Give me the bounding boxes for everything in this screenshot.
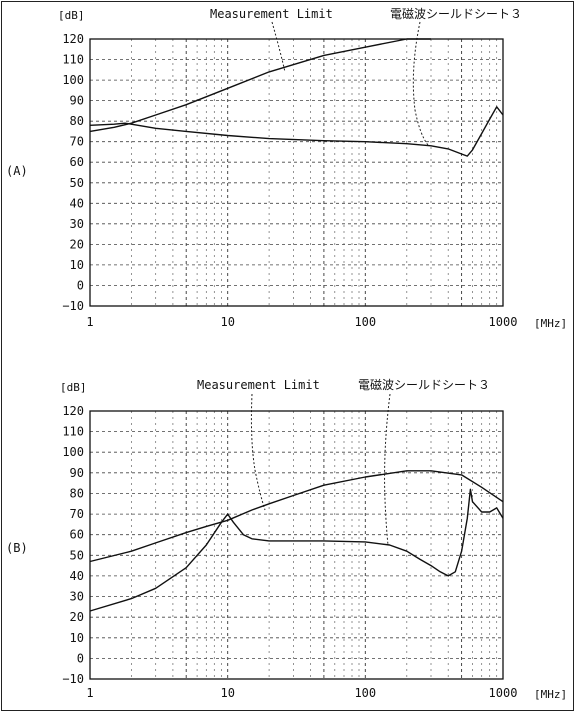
x-tick-label: 1000 bbox=[489, 686, 518, 700]
x-tick-label: 100 bbox=[354, 315, 376, 329]
x-tick-label: 10 bbox=[220, 686, 234, 700]
y-unit-label: [dB] bbox=[58, 9, 85, 22]
y-tick-label: 60 bbox=[70, 528, 84, 542]
y-tick-label: 40 bbox=[70, 196, 84, 210]
panel-label: (A) bbox=[6, 164, 28, 178]
y-tick-label: 80 bbox=[70, 114, 84, 128]
leader-line-shield-sheet bbox=[412, 21, 429, 146]
leader-line-measurement-limit bbox=[271, 21, 286, 73]
y-tick-label: 70 bbox=[70, 507, 84, 521]
y-tick-label: 10 bbox=[70, 258, 84, 272]
y-tick-label: 110 bbox=[62, 53, 84, 67]
x-tick-label: 100 bbox=[354, 686, 376, 700]
y-tick-label: 10 bbox=[70, 631, 84, 645]
y-tick-label: 90 bbox=[70, 94, 84, 108]
y-tick-label: 90 bbox=[70, 466, 84, 480]
panel-label: (B) bbox=[6, 541, 28, 555]
chart-panel-a: (A) [dB] [MHz] Measurement Limit 電磁波シールド… bbox=[6, 6, 567, 330]
plot-area-frame bbox=[89, 410, 504, 680]
annotation-measurement-limit: Measurement Limit bbox=[210, 7, 333, 21]
y-unit-label: [dB] bbox=[60, 381, 87, 394]
y-tick-label: 70 bbox=[70, 135, 84, 149]
annotation-shield-sheet: 電磁波シールドシート３ bbox=[358, 377, 490, 392]
annotation-shield-sheet: 電磁波シールドシート３ bbox=[390, 6, 522, 21]
y-tick-label: 80 bbox=[70, 487, 84, 501]
measurement-limit-line bbox=[89, 38, 431, 133]
y-tick-label: 120 bbox=[62, 32, 84, 46]
x-tick-label: 1 bbox=[86, 686, 93, 700]
leader-line-shield-sheet bbox=[384, 393, 391, 546]
annotation-measurement-limit: Measurement Limit bbox=[197, 378, 320, 392]
x-unit-label: [MHz] bbox=[534, 317, 567, 330]
plot-area-frame bbox=[89, 38, 504, 307]
gridlines bbox=[90, 411, 503, 679]
y-tick-label: 0 bbox=[77, 279, 84, 293]
y-tick-label: 30 bbox=[70, 217, 84, 231]
shield-sheet-line bbox=[89, 106, 504, 157]
x-tick-label: 1 bbox=[86, 315, 93, 329]
y-tick-label: 120 bbox=[62, 404, 84, 418]
y-tick-label: 110 bbox=[62, 425, 84, 439]
y-tick-label: 100 bbox=[62, 445, 84, 459]
y-tick-label: 0 bbox=[77, 651, 84, 665]
y-tick-label: 40 bbox=[70, 569, 84, 583]
y-tick-label: 20 bbox=[70, 610, 84, 624]
y-tick-label: 50 bbox=[70, 176, 84, 190]
measurement-limit-line bbox=[89, 470, 504, 563]
y-tick-label: 30 bbox=[70, 590, 84, 604]
y-tick-label: 60 bbox=[70, 155, 84, 169]
y-tick-label: −10 bbox=[62, 672, 84, 686]
y-tick-label: −10 bbox=[62, 299, 84, 313]
y-tick-label: 50 bbox=[70, 548, 84, 562]
leader-line-measurement-limit bbox=[250, 393, 266, 511]
shield-sheet-line bbox=[89, 488, 504, 612]
y-tick-label: 20 bbox=[70, 237, 84, 251]
x-tick-label: 10 bbox=[220, 315, 234, 329]
chart-panel-b: (B) [dB] [MHz] Measurement Limit 電磁波シールド… bbox=[6, 377, 567, 701]
x-unit-label: [MHz] bbox=[534, 688, 567, 701]
gridlines bbox=[90, 39, 503, 306]
y-tick-label: 100 bbox=[62, 73, 84, 87]
x-tick-label: 1000 bbox=[489, 315, 518, 329]
